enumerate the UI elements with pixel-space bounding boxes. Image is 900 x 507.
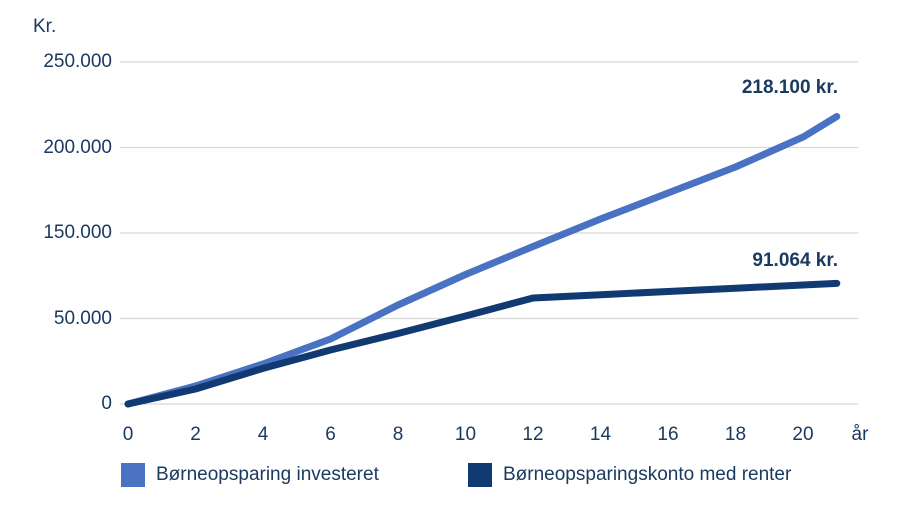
line-konto [124,279,841,408]
x-axis-tick-label: 2 [190,424,201,445]
end-value-label-invested: 218.100 kr. [741,77,838,98]
x-axis-tick-label: 4 [257,424,269,445]
y-axis-tick-label: 0 [101,393,112,414]
legend-label-konto: Børneopsparingskonto med renter [503,464,792,485]
x-axis-tick-label: 0 [122,424,134,445]
legend-label-invested: Børneopsparing investeret [156,464,379,485]
y-axis-tick-label: 150.000 [43,222,112,243]
x-axis-tick-label: 12 [522,424,544,445]
x-axis-tick-label: 6 [325,424,336,445]
legend-item-invested: Børneopsparing investeret [121,462,379,488]
x-axis-tick-label: 14 [589,424,612,445]
legend-swatch-konto [468,463,492,487]
line-invested [124,113,841,408]
y-axis-tick-label: 250.000 [43,51,112,72]
y-axis-tick-label: 200.000 [43,136,112,158]
x-axis-unit-label: år [851,424,869,445]
x-axis-tick-label: 16 [657,424,679,445]
x-axis-tick-label: 8 [392,424,404,445]
x-axis-tick-label: 20 [792,424,814,445]
y-axis-unit-label: Kr. [33,16,57,37]
end-value-label-konto: 91.064 kr. [752,250,838,271]
x-axis-tick-label: 10 [454,424,477,445]
legend-item-konto: Børneopsparingskonto med renter [468,462,791,488]
y-axis-tick-label: 50.000 [53,307,112,329]
legend-swatch-invested [121,463,145,487]
x-axis-tick-label: 18 [724,424,747,445]
